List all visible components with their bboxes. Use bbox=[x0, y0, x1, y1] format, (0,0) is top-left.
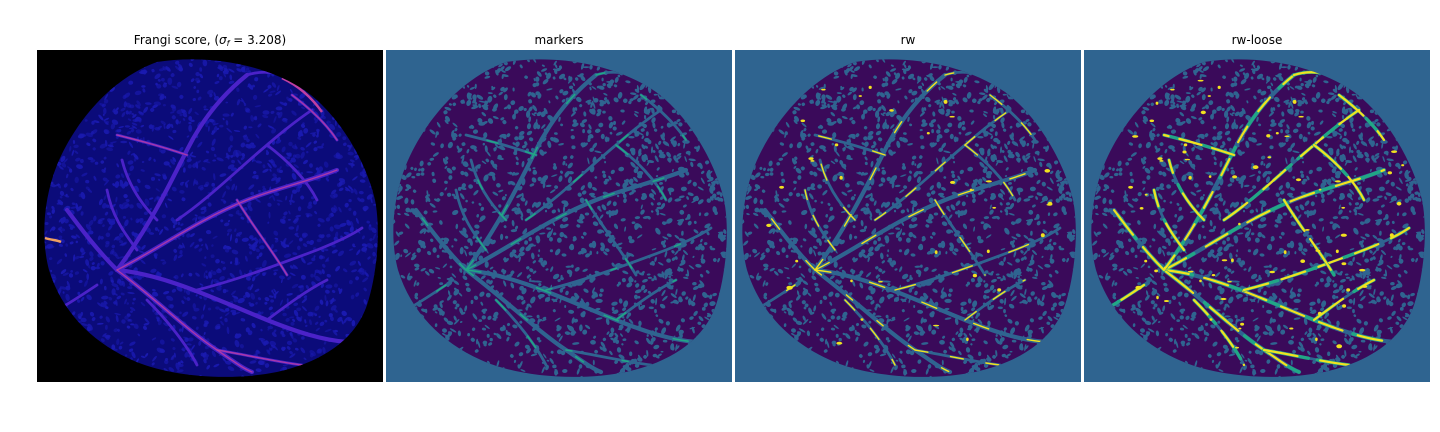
rw-loose-image bbox=[1084, 50, 1430, 382]
markers-image bbox=[386, 50, 732, 382]
title-suffix: = 3.208) bbox=[229, 33, 287, 47]
frangi-score-image bbox=[37, 50, 383, 382]
panel-title-rw: rw bbox=[900, 33, 916, 47]
title-prefix: Frangi score, ( bbox=[133, 33, 220, 47]
panel-title-frangi: Frangi score, (σf = 3.208) bbox=[37, 32, 383, 48]
title-sigma-sub: f bbox=[226, 39, 230, 48]
title-sigma: σ bbox=[219, 33, 227, 47]
panel-title-rw-loose: rw-loose bbox=[1231, 33, 1283, 47]
rw-image bbox=[735, 50, 1081, 382]
panel-title-markers: markers bbox=[534, 33, 584, 47]
